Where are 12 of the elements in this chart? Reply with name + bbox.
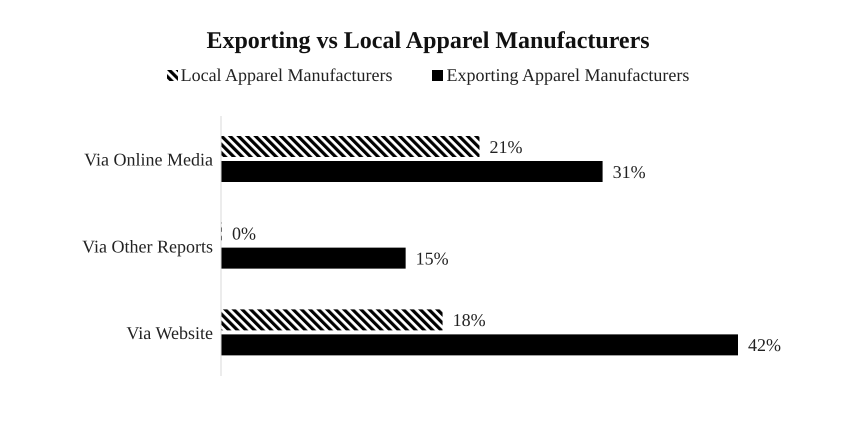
y-tick-label: Via Other Reports [82, 236, 213, 256]
y-tick-label: Via Website [126, 323, 213, 344]
legend-label: Local Apparel Manufacturers [180, 65, 392, 86]
data-label: 42% [748, 335, 781, 356]
data-label: 21% [490, 136, 522, 157]
legend-label: Exporting Apparel Manufacturers [445, 65, 690, 86]
data-label: 18% [452, 310, 486, 330]
y-tick-label: Via Online Media [84, 150, 214, 170]
chart-title: Exporting vs Local Apparel Manufacturers [205, 28, 651, 55]
data-label: 0% [232, 224, 256, 244]
data-label: 31% [612, 162, 646, 182]
data-label: 15% [416, 248, 449, 269]
